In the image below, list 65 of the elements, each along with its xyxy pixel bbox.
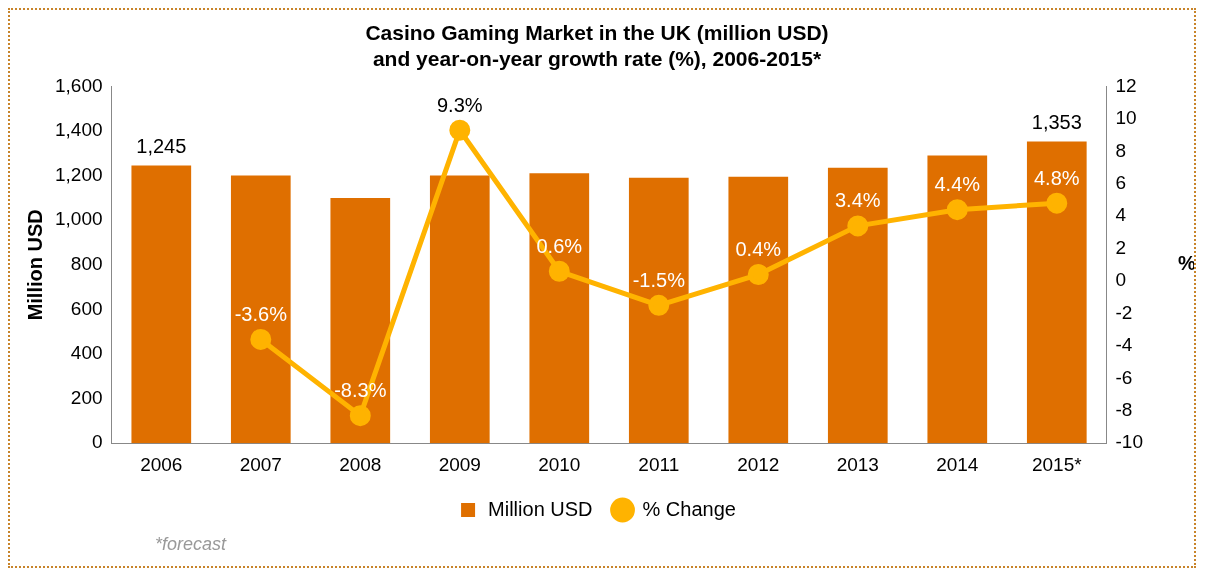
x-tick-label: 2011 — [638, 453, 680, 475]
y-axis-title: Million USD — [23, 209, 46, 321]
bar — [1026, 141, 1087, 444]
x-tick-label: 2013 — [836, 453, 879, 475]
point — [747, 264, 769, 286]
text: *forecast — [155, 534, 228, 554]
y-tick-label: 200 — [70, 386, 103, 408]
point — [250, 328, 272, 350]
point — [349, 405, 371, 427]
data-label: 0.4% — [735, 238, 782, 261]
bar — [827, 167, 888, 444]
point — [449, 119, 471, 141]
point — [847, 215, 869, 237]
y2-tick-label: -10 — [1115, 431, 1144, 453]
y-tick-label: 800 — [70, 253, 103, 275]
bar — [628, 177, 689, 444]
y-tick-label: 1,600 — [55, 74, 103, 96]
y2-tick-label: 8 — [1115, 139, 1127, 161]
data-label: 9.3% — [437, 93, 483, 116]
bar — [230, 175, 291, 444]
y2-tick-label: 2 — [1115, 236, 1127, 258]
x-tick-label: 2008 — [339, 453, 382, 475]
y-tick-label: 1,400 — [55, 119, 103, 141]
data-label: 3.4% — [834, 189, 881, 212]
bar — [131, 165, 192, 444]
data-label: 1,245 — [136, 135, 187, 158]
x-tick-label: 2009 — [438, 453, 481, 475]
y-tick-label: 600 — [70, 297, 103, 319]
bar — [728, 176, 789, 444]
data-label: 4.8% — [1033, 166, 1080, 189]
y2-tick-label: -8 — [1115, 399, 1133, 420]
legend-label: Million USD — [488, 497, 593, 520]
x-tick-label: 2012 — [737, 453, 780, 475]
data-label: -8.3% — [334, 379, 387, 402]
point — [946, 199, 968, 221]
x-tick-label: 2006 — [140, 453, 183, 475]
chart-title: Casino Gaming Market in the UK (million USD) and year-on-year growth rate (%), 2006-2015* — [365, 21, 829, 70]
point — [548, 260, 570, 282]
point — [648, 294, 670, 316]
y2-tick-label: -2 — [1115, 301, 1133, 323]
data-label: 1,353 — [1031, 111, 1082, 133]
x-tick-label: 2015* — [1031, 453, 1083, 475]
data-label: -3.6% — [234, 302, 288, 325]
point — [1046, 192, 1068, 214]
x-tick-label: 2014 — [936, 453, 979, 475]
y-tick-label: 1,000 — [55, 208, 103, 230]
data-label: -1.5% — [632, 268, 686, 291]
y2-tick-label: 0 — [1115, 269, 1127, 291]
y2-tick-label: -4 — [1115, 334, 1133, 356]
bar — [927, 155, 988, 444]
bar — [429, 175, 490, 444]
y2-tick-label: -6 — [1115, 366, 1133, 388]
data-label: 0.6% — [536, 234, 583, 257]
x-tick-label: 2010 — [538, 453, 581, 475]
data-label: 4.4% — [934, 173, 981, 196]
y2-tick-label: 10 — [1115, 107, 1137, 129]
y2-tick-label: 4 — [1115, 204, 1127, 226]
y-tick-label: 1,200 — [55, 163, 103, 185]
x-tick-label: 2007 — [239, 453, 282, 475]
y-tick-label: 0 — [91, 431, 103, 453]
y2-tick-label: 12 — [1115, 74, 1137, 96]
y-tick-label: 400 — [70, 342, 103, 364]
y2-tick-label: 6 — [1115, 171, 1127, 193]
bar — [330, 197, 391, 444]
bar — [529, 173, 590, 444]
